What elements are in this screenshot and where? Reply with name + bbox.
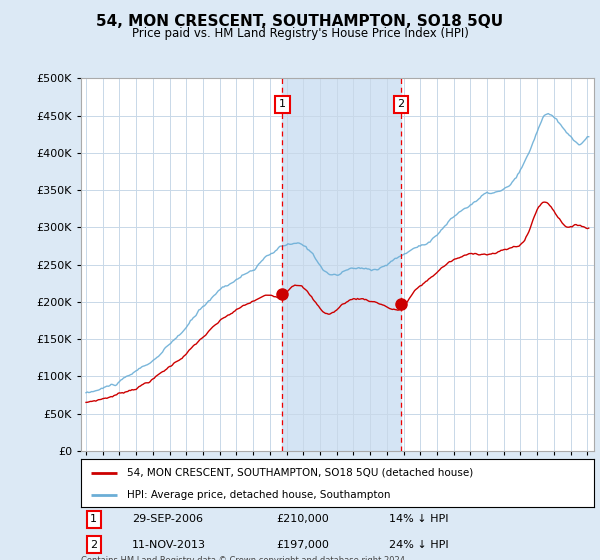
Text: Contains HM Land Registry data © Crown copyright and database right 2024.
This d: Contains HM Land Registry data © Crown c… xyxy=(81,556,407,560)
Text: HPI: Average price, detached house, Southampton: HPI: Average price, detached house, Sout… xyxy=(127,490,391,500)
Bar xyxy=(283,78,401,451)
Text: £210,000: £210,000 xyxy=(276,515,329,525)
Text: 2: 2 xyxy=(397,100,404,109)
Text: £197,000: £197,000 xyxy=(276,539,329,549)
Text: Price paid vs. HM Land Registry's House Price Index (HPI): Price paid vs. HM Land Registry's House … xyxy=(131,27,469,40)
Text: 54, MON CRESCENT, SOUTHAMPTON, SO18 5QU: 54, MON CRESCENT, SOUTHAMPTON, SO18 5QU xyxy=(97,14,503,29)
Text: 14% ↓ HPI: 14% ↓ HPI xyxy=(389,515,448,525)
Text: 24% ↓ HPI: 24% ↓ HPI xyxy=(389,539,448,549)
Text: 54, MON CRESCENT, SOUTHAMPTON, SO18 5QU (detached house): 54, MON CRESCENT, SOUTHAMPTON, SO18 5QU … xyxy=(127,468,473,478)
Text: 2: 2 xyxy=(90,539,97,549)
Text: 29-SEP-2006: 29-SEP-2006 xyxy=(133,515,203,525)
Text: 11-NOV-2013: 11-NOV-2013 xyxy=(133,539,206,549)
Text: 1: 1 xyxy=(279,100,286,109)
Text: 1: 1 xyxy=(91,515,97,525)
